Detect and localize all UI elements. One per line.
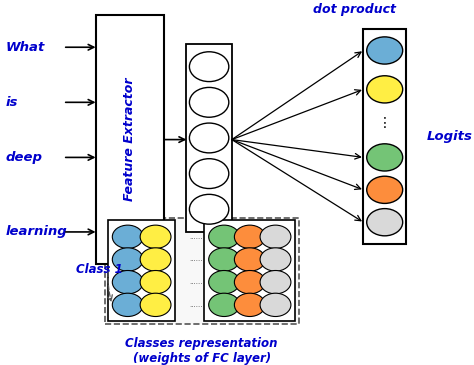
Circle shape xyxy=(140,225,171,249)
Circle shape xyxy=(209,293,239,316)
Circle shape xyxy=(367,144,403,171)
Circle shape xyxy=(234,225,265,249)
Circle shape xyxy=(140,270,171,294)
Circle shape xyxy=(260,270,291,294)
Circle shape xyxy=(112,293,143,316)
Text: Feature Extractor: Feature Extractor xyxy=(123,78,137,201)
FancyBboxPatch shape xyxy=(96,15,164,264)
Circle shape xyxy=(209,225,239,249)
Circle shape xyxy=(367,209,403,236)
Circle shape xyxy=(190,159,229,188)
Circle shape xyxy=(190,194,229,224)
Text: ⋮: ⋮ xyxy=(378,116,392,130)
Text: learning: learning xyxy=(6,226,67,238)
Text: Logits: Logits xyxy=(426,130,472,143)
Text: dot product: dot product xyxy=(313,3,396,16)
FancyBboxPatch shape xyxy=(108,220,175,321)
Circle shape xyxy=(234,293,265,316)
Circle shape xyxy=(367,176,403,203)
Circle shape xyxy=(112,225,143,249)
Circle shape xyxy=(367,76,403,103)
Text: deep: deep xyxy=(6,151,43,164)
Circle shape xyxy=(140,248,171,271)
Circle shape xyxy=(234,248,265,271)
Circle shape xyxy=(190,88,229,117)
Text: is: is xyxy=(6,96,18,109)
Circle shape xyxy=(190,123,229,153)
Text: What: What xyxy=(6,41,45,54)
Circle shape xyxy=(260,225,291,249)
FancyBboxPatch shape xyxy=(363,29,406,244)
Circle shape xyxy=(209,248,239,271)
Circle shape xyxy=(209,270,239,294)
Text: Class 1: Class 1 xyxy=(76,263,123,276)
Text: ......: ...... xyxy=(190,279,203,285)
Circle shape xyxy=(112,248,143,271)
FancyBboxPatch shape xyxy=(204,220,295,321)
Circle shape xyxy=(260,293,291,316)
Circle shape xyxy=(234,270,265,294)
Text: ......: ...... xyxy=(190,257,203,262)
Circle shape xyxy=(112,270,143,294)
Circle shape xyxy=(260,248,291,271)
FancyBboxPatch shape xyxy=(186,44,232,232)
FancyBboxPatch shape xyxy=(105,218,299,324)
Text: ......: ...... xyxy=(190,302,203,308)
Text: Classes representation
(weights of FC layer): Classes representation (weights of FC la… xyxy=(125,337,278,365)
Circle shape xyxy=(140,293,171,316)
Circle shape xyxy=(190,52,229,82)
Text: ......: ...... xyxy=(190,234,203,240)
Circle shape xyxy=(367,37,403,64)
